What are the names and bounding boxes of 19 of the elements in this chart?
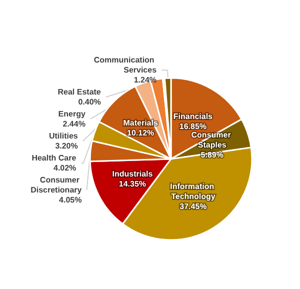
slice-label: Information Technology <box>170 182 216 201</box>
slice-label: Financials <box>173 112 214 121</box>
data-label: 4.02% <box>53 164 76 173</box>
data-label: 10.12% <box>127 128 154 138</box>
data-label: 2.44% <box>62 120 86 129</box>
data-label: 0.40% <box>78 98 101 107</box>
data-label: 4.05% <box>59 196 82 205</box>
slice-label: Health Care <box>32 154 77 163</box>
slice-label: Energy <box>58 110 86 119</box>
data-label: 1.24% <box>134 76 157 85</box>
data-label: 3.20% <box>55 142 78 151</box>
slice-label: Consumer Discretionary <box>30 176 82 195</box>
data-label: 37.45% <box>180 202 207 211</box>
slice-label: Utilities <box>48 132 78 141</box>
slice-label: Real Estate <box>58 88 102 97</box>
slice-label: Industrials <box>112 170 154 179</box>
data-label: 16.85% <box>179 122 207 131</box>
slice-label: Communication Services <box>94 56 158 75</box>
data-label: 14.35% <box>118 180 146 189</box>
